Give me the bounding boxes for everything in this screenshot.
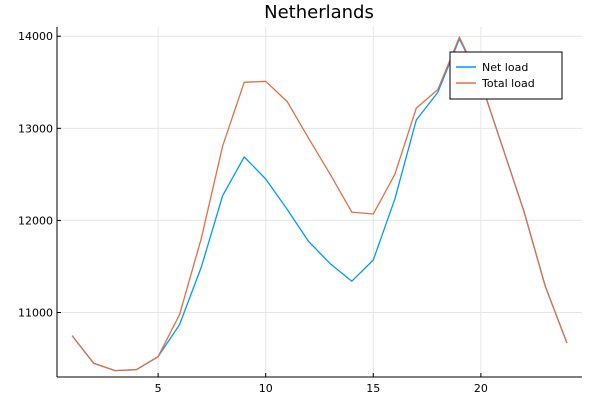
y-tick-label: 14000: [18, 30, 53, 43]
x-tick-label: 20: [474, 382, 488, 395]
legend-box: [449, 51, 563, 100]
x-tick-label: 5: [155, 382, 162, 395]
legend-label-total-load: Total load: [481, 77, 535, 90]
y-tick-label: 11000: [18, 307, 53, 320]
axes: 5 10 15 20 11000 12000 13000 14000: [18, 27, 582, 395]
x-tick-label: 15: [366, 382, 380, 395]
chart-title: Netherlands: [264, 2, 374, 23]
legend: Net load Total load: [449, 51, 563, 100]
legend-label-net-load: Net load: [482, 61, 528, 74]
y-tick-label: 12000: [18, 214, 53, 227]
x-tick-label: 10: [259, 382, 273, 395]
y-tick-label: 13000: [18, 122, 53, 135]
